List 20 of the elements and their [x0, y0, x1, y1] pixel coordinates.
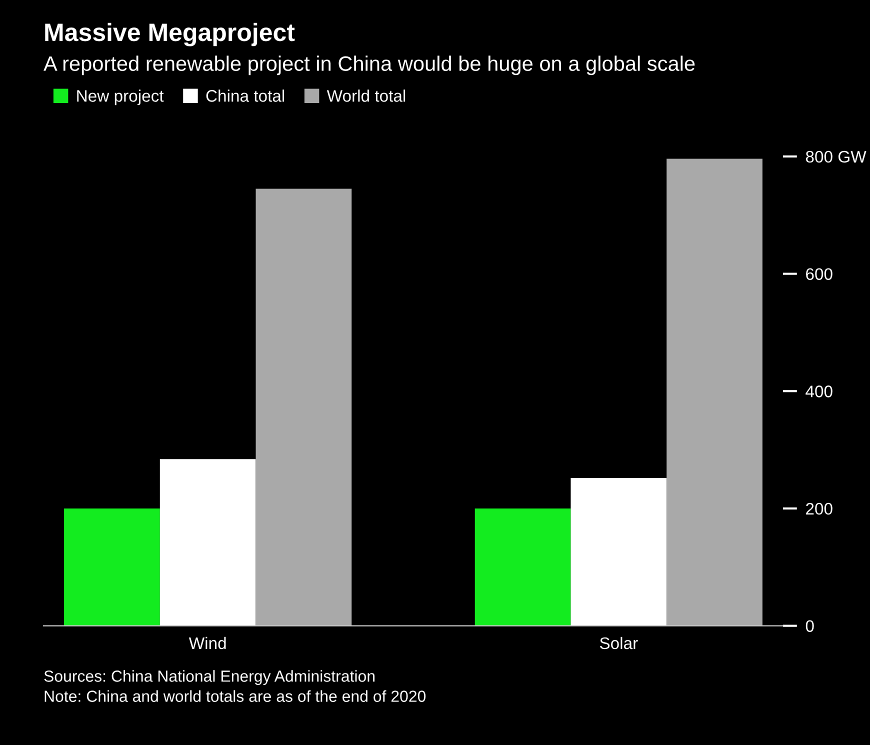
bar — [570, 478, 667, 626]
bar — [160, 459, 256, 626]
text: Note: China and world totals are as of the end of 2020 — [44, 690, 426, 702]
source-note: Sources: China National Energy Administration — [44, 670, 375, 685]
bar — [256, 188, 352, 626]
x-tick-label: Wind — [188, 636, 226, 650]
chart-title: Massive Megaproject — [45, 22, 295, 46]
y-tick-label: 400 — [806, 386, 832, 398]
legend-label: China total — [206, 90, 284, 102]
legend-label: New project — [77, 90, 164, 106]
bar — [474, 508, 571, 626]
bar — [666, 158, 762, 626]
y-tick-label: 0 — [806, 620, 814, 632]
x-tick-label: Solar — [600, 636, 638, 650]
legend-label: World total — [326, 90, 406, 102]
bar — [64, 508, 160, 626]
y-tick-label: 200 — [806, 502, 832, 515]
y-tick-label: 600 — [806, 268, 832, 280]
chart-subtitle: A reported renewable project in China would be huge on a global scale — [44, 56, 695, 76]
y-tick-label: 800 GW — [806, 150, 866, 163]
